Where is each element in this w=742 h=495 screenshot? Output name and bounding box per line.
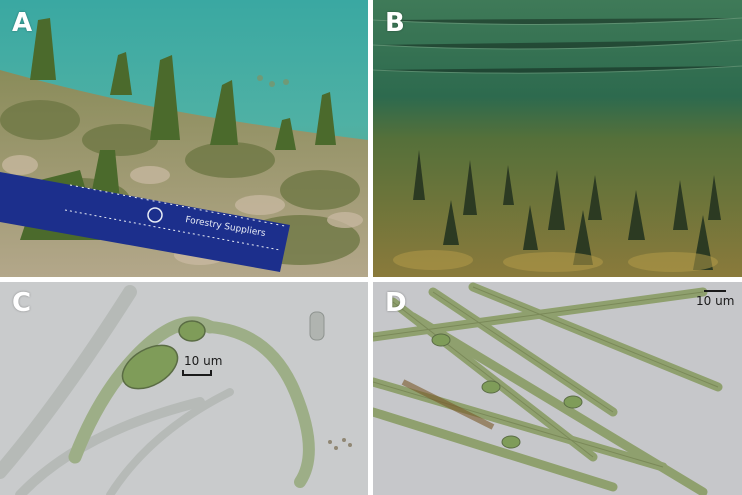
panel-c-photo [0,282,368,495]
panel-b-underwater-meadow: B [373,0,742,277]
ruler-icon [0,172,290,272]
panel-label-a: A [12,8,33,38]
scale-bar-c: 10 um [182,354,232,384]
scale-bar-d-label: 10 um [696,294,735,308]
panel-b-photo [373,0,742,277]
panel-d-photo [373,282,742,495]
panel-d-micrograph-filaments: D 10 um [373,282,742,495]
panel-label-d: D [385,288,407,318]
panel-a-photo: Forestry Suppliers [0,0,368,277]
panel-label-b: B [385,8,405,38]
panel-label-c: C [12,288,32,318]
scale-bar-c-label: 10 um [184,354,223,368]
panel-a-underwater-rocks: Forestry Suppliers A [0,0,368,277]
panel-c-micrograph-filament: C 10 um [0,282,368,495]
scale-bar-d: 10 um [696,288,740,318]
